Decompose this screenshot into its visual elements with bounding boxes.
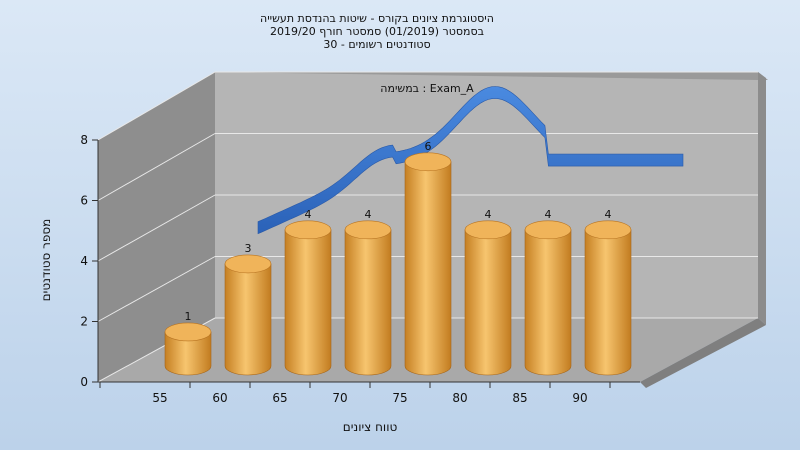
bar-top [344, 220, 392, 240]
y-tick-label: 4 [80, 254, 88, 268]
bar-60: 3 [224, 242, 272, 376]
bar-top [224, 254, 272, 274]
x-tick-label: 85 [512, 391, 527, 405]
y-axis: 0 2 4 6 8 [80, 133, 99, 389]
bar-75: 6 [404, 140, 452, 376]
x-tick-label: 55 [152, 391, 167, 405]
title-line-1: היסטוגרמת ציונים בקורס - שיטות בהנדסת תע… [260, 12, 494, 25]
y-tick-label: 0 [80, 375, 88, 389]
y-axis-label: מספר סטודנטים [39, 219, 53, 302]
bar-body [584, 229, 632, 376]
x-tick-label: 65 [272, 391, 287, 405]
bar-top [164, 322, 212, 342]
bar-body [344, 229, 392, 376]
title-line-3: סטודנטים רשומים - 30 [323, 38, 430, 51]
data-label: 4 [605, 208, 612, 221]
bar-top [404, 152, 452, 172]
data-label: 3 [245, 242, 252, 255]
y-tick-label: 6 [80, 194, 88, 208]
bar-90: 4 [584, 208, 632, 376]
bar-body [224, 263, 272, 376]
data-label: 4 [305, 208, 312, 221]
bar-top [584, 220, 632, 240]
chart-annotation: במשימה : Exam_A [380, 82, 474, 95]
back-wall-edge [758, 72, 766, 325]
x-axis-label: טווח ציונים [343, 420, 398, 434]
bar-body [284, 229, 332, 376]
x-tick-label: 75 [392, 391, 407, 405]
side-wall [98, 72, 215, 382]
bar-85: 4 [524, 208, 572, 376]
distribution-curve [257, 86, 684, 235]
data-label: 4 [365, 208, 372, 221]
data-label: 4 [545, 208, 552, 221]
chart-title: היסטוגרמת ציונים בקורס - שיטות בהנדסת תע… [260, 12, 494, 51]
bar-body [404, 161, 452, 376]
x-axis: 55 60 65 70 75 80 85 90 [98, 381, 640, 405]
data-label: 1 [185, 310, 192, 323]
bar-body [524, 229, 572, 376]
bar-body [164, 331, 212, 376]
x-tick-label: 70 [332, 391, 347, 405]
bar-65: 4 [284, 208, 332, 376]
bar-70: 4 [344, 208, 392, 376]
y-tick-label: 8 [80, 133, 88, 147]
floor-edge [640, 318, 766, 388]
bars: 1 3 4 4 6 4 4 4 [164, 140, 632, 376]
bar-80: 4 [464, 208, 512, 376]
x-tick-label: 90 [572, 391, 587, 405]
curve-ribbon [257, 86, 684, 235]
data-label: 4 [485, 208, 492, 221]
bar-top [524, 220, 572, 240]
bar-55: 1 [164, 310, 212, 376]
x-tick-label: 60 [212, 391, 227, 405]
bar-body [464, 229, 512, 376]
y-tick-label: 2 [80, 315, 88, 329]
title-line-2: בסמסטר (01/2019) סמסטר חורף 2019/20 [270, 25, 484, 38]
bar-top [284, 220, 332, 240]
x-tick-label: 80 [452, 391, 467, 405]
bar-top [464, 220, 512, 240]
data-label: 6 [425, 140, 432, 153]
wall-edge [215, 72, 768, 80]
